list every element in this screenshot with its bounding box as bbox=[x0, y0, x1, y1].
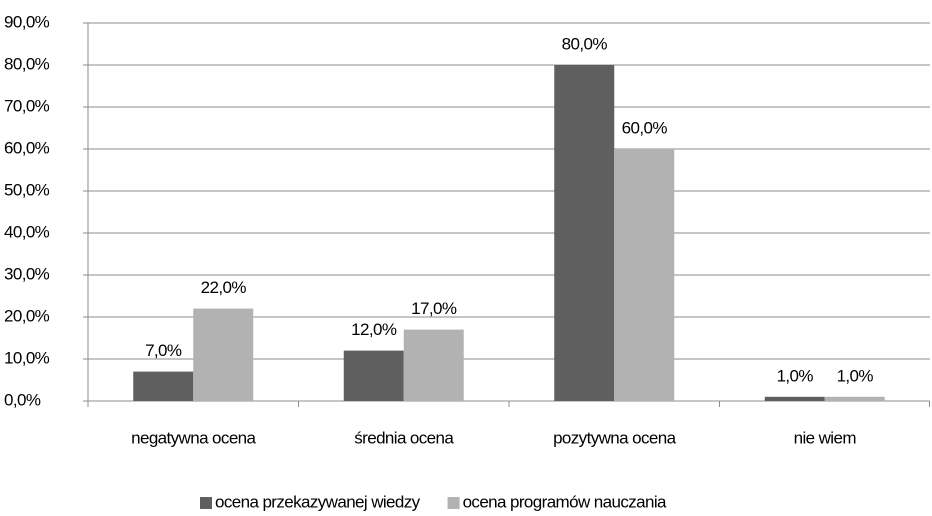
bar bbox=[554, 65, 615, 401]
y-tick-label: 0,0% bbox=[4, 390, 41, 409]
x-tick-label: nie wiem bbox=[794, 428, 857, 447]
data-label: 1,0% bbox=[777, 366, 814, 385]
data-label: 12,0% bbox=[351, 320, 397, 339]
x-tick-label: średnia ocena bbox=[354, 428, 454, 447]
bar bbox=[343, 350, 404, 401]
y-tick-label: 80,0% bbox=[4, 54, 50, 73]
y-tick-label: 50,0% bbox=[4, 180, 50, 199]
bar bbox=[133, 371, 194, 401]
y-tick-label: 70,0% bbox=[4, 96, 50, 115]
bar bbox=[614, 149, 675, 401]
legend-swatch bbox=[447, 497, 460, 509]
data-label: 1,0% bbox=[837, 366, 874, 385]
y-tick-label: 20,0% bbox=[4, 306, 50, 325]
y-tick-label: 10,0% bbox=[4, 348, 50, 367]
bar bbox=[824, 396, 885, 401]
bar bbox=[764, 396, 825, 401]
x-tick-label: negatywna ocena bbox=[131, 428, 256, 447]
legend-swatch bbox=[200, 497, 212, 509]
bar bbox=[193, 308, 254, 401]
bar bbox=[403, 329, 464, 401]
data-label: 80,0% bbox=[562, 34, 608, 53]
data-label: 17,0% bbox=[411, 299, 457, 318]
y-tick-label: 40,0% bbox=[4, 222, 50, 241]
data-label: 7,0% bbox=[145, 341, 182, 360]
y-tick-label: 60,0% bbox=[4, 138, 50, 157]
data-label: 22,0% bbox=[201, 278, 247, 297]
y-tick-label: 90,0% bbox=[4, 12, 50, 31]
data-label: 60,0% bbox=[622, 118, 668, 137]
y-tick-label: 30,0% bbox=[4, 264, 50, 283]
legend-label: ocena programów nauczania bbox=[463, 492, 667, 511]
x-tick-label: pozytywna ocena bbox=[553, 428, 677, 447]
legend-label: ocena przekazywanej wiedzy bbox=[215, 492, 421, 511]
